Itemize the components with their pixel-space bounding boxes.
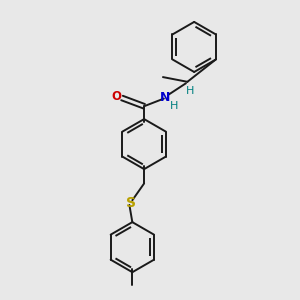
Text: H: H <box>170 101 178 111</box>
Text: H: H <box>186 86 194 96</box>
Text: S: S <box>126 196 136 210</box>
Text: N: N <box>160 92 170 104</box>
Text: O: O <box>112 90 122 103</box>
